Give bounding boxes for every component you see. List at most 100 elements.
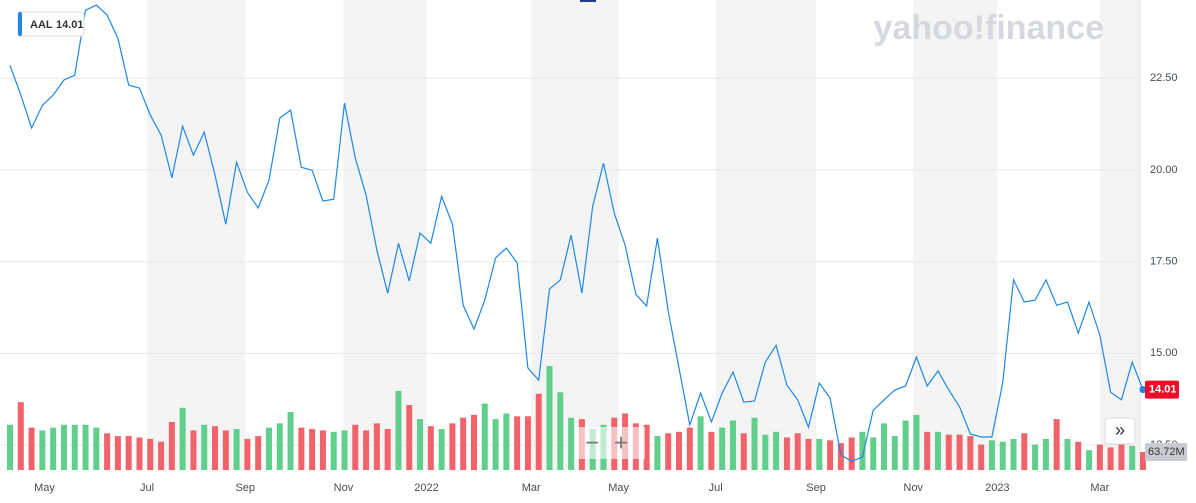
volume-bar	[924, 431, 931, 470]
volume-bar	[999, 441, 1006, 470]
volume-bar	[1021, 433, 1028, 470]
volume-bar	[557, 392, 564, 470]
volume-bar	[956, 434, 963, 470]
volume-bar	[1042, 438, 1049, 470]
volume-bar	[179, 407, 186, 470]
y-tick-label: 15.00	[1150, 347, 1178, 359]
top-marker	[580, 0, 596, 2]
volume-bar	[697, 416, 704, 470]
volume-bar	[773, 431, 780, 470]
volume-bar	[654, 436, 661, 470]
volume-bar	[978, 444, 985, 470]
volume-bar	[503, 413, 510, 470]
month-band	[343, 0, 427, 470]
volume-bar	[1107, 447, 1114, 470]
volume-bar	[298, 427, 305, 470]
volume-bar	[568, 417, 575, 470]
x-tick-label: Sep	[235, 482, 255, 494]
volume-bar	[902, 420, 909, 470]
volume-bar	[244, 438, 251, 470]
price-tag-label: 14.01	[1149, 384, 1177, 396]
volume-bar	[427, 426, 434, 470]
month-band	[715, 0, 817, 470]
volume-bar	[988, 440, 995, 470]
volume-bar	[859, 431, 866, 470]
volume-bar	[945, 434, 952, 470]
zoom-out[interactable]: −	[585, 429, 599, 456]
x-tick-label: Mar	[1090, 482, 1109, 494]
volume-bar	[395, 390, 402, 470]
volume-bar	[147, 438, 154, 470]
volume-bar	[762, 434, 769, 470]
volume-bar	[384, 429, 391, 470]
volume-bar	[190, 430, 197, 470]
x-tick-label: 2022	[414, 482, 438, 494]
volume-bar	[287, 412, 294, 470]
volume-bar	[1075, 441, 1082, 470]
volume-bar	[276, 423, 283, 470]
volume-bar	[417, 419, 424, 470]
volume-bar	[17, 402, 24, 470]
volume-bar	[233, 429, 240, 470]
volume-bar	[1140, 451, 1146, 470]
zoom-controls[interactable]	[575, 427, 645, 459]
volume-bar	[136, 437, 143, 470]
volume-bar	[158, 441, 165, 470]
volume-bar	[481, 403, 488, 470]
volume-bar	[373, 423, 380, 470]
volume-bar	[934, 431, 941, 470]
y-tick-label: 20.00	[1150, 164, 1178, 176]
price-line	[9, 4, 1144, 462]
volume-bar	[816, 438, 823, 470]
volume-bar	[643, 424, 650, 470]
month-band	[147, 0, 246, 470]
volume-bar	[438, 429, 445, 470]
volume-bar	[341, 430, 348, 470]
volume-bar	[93, 427, 100, 470]
volume-bar	[363, 430, 370, 470]
zoom-in[interactable]: +	[614, 429, 628, 456]
watermark: yahoo!finance	[874, 9, 1104, 47]
volume-bar	[222, 430, 229, 470]
x-tick-label: Nov	[903, 482, 923, 494]
volume-bar	[676, 431, 683, 470]
volume-bar	[783, 437, 790, 470]
volume-bar	[60, 424, 67, 470]
volume-bar	[50, 427, 57, 470]
volume-bar	[449, 423, 456, 470]
volume-bar	[255, 436, 262, 470]
volume-bar	[1086, 450, 1093, 470]
volume-bar	[265, 427, 272, 470]
symbol-price: 14.01	[56, 19, 84, 31]
volume-bar	[114, 436, 121, 470]
volume-bar	[524, 416, 531, 470]
y-tick-label: 17.50	[1150, 256, 1178, 268]
volume-bar	[665, 433, 672, 470]
volume-bar	[1053, 419, 1060, 470]
volume-bar	[848, 437, 855, 470]
volume-bar	[1096, 444, 1103, 470]
scroll-button[interactable]	[1104, 417, 1136, 445]
volume-bar	[319, 430, 326, 470]
volume-bar	[967, 436, 974, 470]
volume-bar	[212, 426, 219, 470]
volume-bar	[460, 417, 467, 470]
x-tick-label: Mar	[522, 482, 541, 494]
volume-bar	[125, 436, 132, 470]
volume-tag	[1145, 443, 1187, 461]
volume-bar	[1118, 444, 1125, 470]
volume-tag-label: 63.72M	[1148, 446, 1185, 458]
volume-bar	[514, 416, 521, 470]
volume-bar	[7, 424, 13, 470]
volume-bar	[1010, 438, 1017, 470]
scroll-icon[interactable]: »	[1115, 420, 1125, 440]
volume-bar	[352, 424, 359, 470]
volume-bar	[708, 431, 715, 470]
volume-bar	[740, 433, 747, 470]
x-tick-label: May	[608, 482, 629, 494]
volume-bar	[794, 433, 801, 470]
volume-bar	[168, 421, 175, 470]
volume-bar	[470, 414, 477, 470]
volume-bar	[686, 427, 693, 470]
